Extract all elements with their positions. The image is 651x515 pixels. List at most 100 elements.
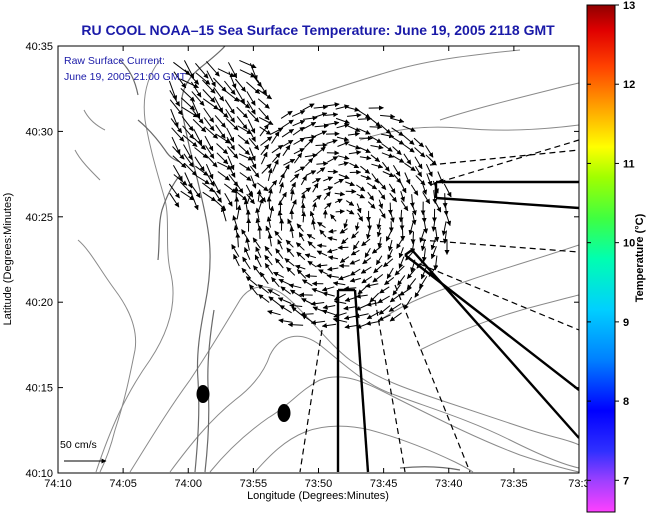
current-vector — [225, 118, 239, 131]
current-vector — [296, 251, 306, 261]
current-vector — [235, 190, 248, 201]
current-vector — [326, 273, 339, 279]
current-vector — [296, 269, 307, 279]
current-vector — [381, 152, 394, 158]
current-vector — [378, 199, 384, 209]
current-vector — [325, 120, 340, 126]
current-vector — [348, 144, 361, 150]
current-vector — [338, 161, 349, 167]
current-vector — [242, 256, 251, 270]
current-vector — [193, 137, 206, 150]
current-vector — [277, 297, 292, 304]
current-vector — [379, 286, 390, 294]
current-vector — [380, 124, 391, 135]
current-vector — [293, 137, 306, 145]
current-vector — [337, 245, 349, 251]
current-vector — [398, 247, 404, 259]
current-vector — [284, 258, 295, 267]
current-vector — [206, 70, 216, 88]
current-vector — [351, 231, 359, 239]
current-vector — [330, 214, 337, 222]
current-vector — [247, 119, 256, 134]
current-vector — [183, 60, 195, 79]
current-vector — [292, 126, 305, 136]
annotation-line-1: Raw Surface Current: — [64, 55, 165, 67]
current-vector — [360, 165, 370, 174]
current-vector — [310, 320, 326, 325]
current-vector — [400, 191, 406, 202]
current-vector — [370, 144, 384, 150]
current-vector — [261, 163, 272, 174]
x-tick-label: 73:40 — [435, 478, 463, 490]
current-vector — [410, 240, 416, 254]
current-vector — [246, 100, 256, 115]
current-vector — [387, 239, 393, 252]
current-vector — [205, 164, 214, 180]
current-vector — [371, 163, 384, 169]
current-vector — [324, 102, 340, 108]
y-tick-label: 40:35 — [25, 41, 53, 53]
current-vector — [238, 144, 250, 155]
current-vector — [352, 240, 360, 251]
current-vector — [380, 133, 395, 139]
current-vector — [399, 181, 407, 194]
current-vector — [364, 248, 371, 258]
current-vector — [168, 80, 178, 101]
current-vector — [333, 293, 346, 301]
current-vector — [293, 152, 303, 164]
current-vector — [193, 128, 203, 146]
y-tick-label: 40:25 — [25, 212, 53, 224]
current-vector — [202, 191, 217, 202]
current-vector — [414, 147, 426, 158]
colorbar-tick-label: 9 — [623, 317, 629, 329]
current-vector — [224, 192, 233, 207]
current-vector — [315, 146, 326, 156]
current-vector — [260, 151, 268, 165]
current-vector — [403, 144, 415, 153]
current-vector — [172, 164, 183, 182]
current-vector — [313, 104, 329, 110]
current-vector — [257, 284, 270, 294]
current-vector — [335, 104, 350, 110]
current-vector — [404, 162, 416, 172]
current-vector — [442, 230, 448, 244]
current-vector — [346, 106, 360, 112]
current-vector — [257, 88, 273, 100]
current-vector — [274, 230, 283, 241]
current-vector — [390, 117, 405, 124]
current-vector — [213, 77, 227, 92]
current-vector — [313, 112, 328, 118]
current-vector — [367, 182, 378, 190]
x-tick-label: 74:00 — [174, 478, 202, 490]
current-vector — [315, 142, 328, 148]
current-vector — [184, 162, 197, 176]
current-vector — [306, 233, 316, 240]
x-tick-label: 74:05 — [109, 478, 137, 490]
current-vector — [343, 305, 358, 311]
current-vector — [337, 141, 350, 147]
current-vector — [310, 301, 325, 307]
current-vector — [190, 81, 202, 98]
current-vector — [169, 99, 183, 116]
current-vector — [316, 243, 327, 249]
current-vector — [285, 239, 294, 248]
current-vector — [420, 266, 427, 280]
x-tick-label: 73:50 — [305, 478, 333, 490]
current-vector — [339, 256, 350, 264]
current-vector — [181, 106, 199, 118]
current-vector — [194, 156, 205, 172]
x-tick-label: 73:55 — [240, 478, 268, 490]
current-vector — [277, 239, 283, 250]
current-vector — [361, 275, 373, 284]
current-vector — [258, 107, 270, 121]
current-vector — [317, 221, 326, 229]
current-vector — [184, 172, 193, 189]
current-vector — [304, 153, 318, 159]
current-vector — [239, 172, 252, 182]
current-vector — [267, 289, 280, 297]
current-vector — [428, 264, 438, 277]
current-vector — [267, 309, 281, 316]
colorbar-tick-label: 11 — [623, 158, 635, 170]
current-vector — [425, 154, 437, 166]
x-tick-label: 73:45 — [370, 478, 398, 490]
